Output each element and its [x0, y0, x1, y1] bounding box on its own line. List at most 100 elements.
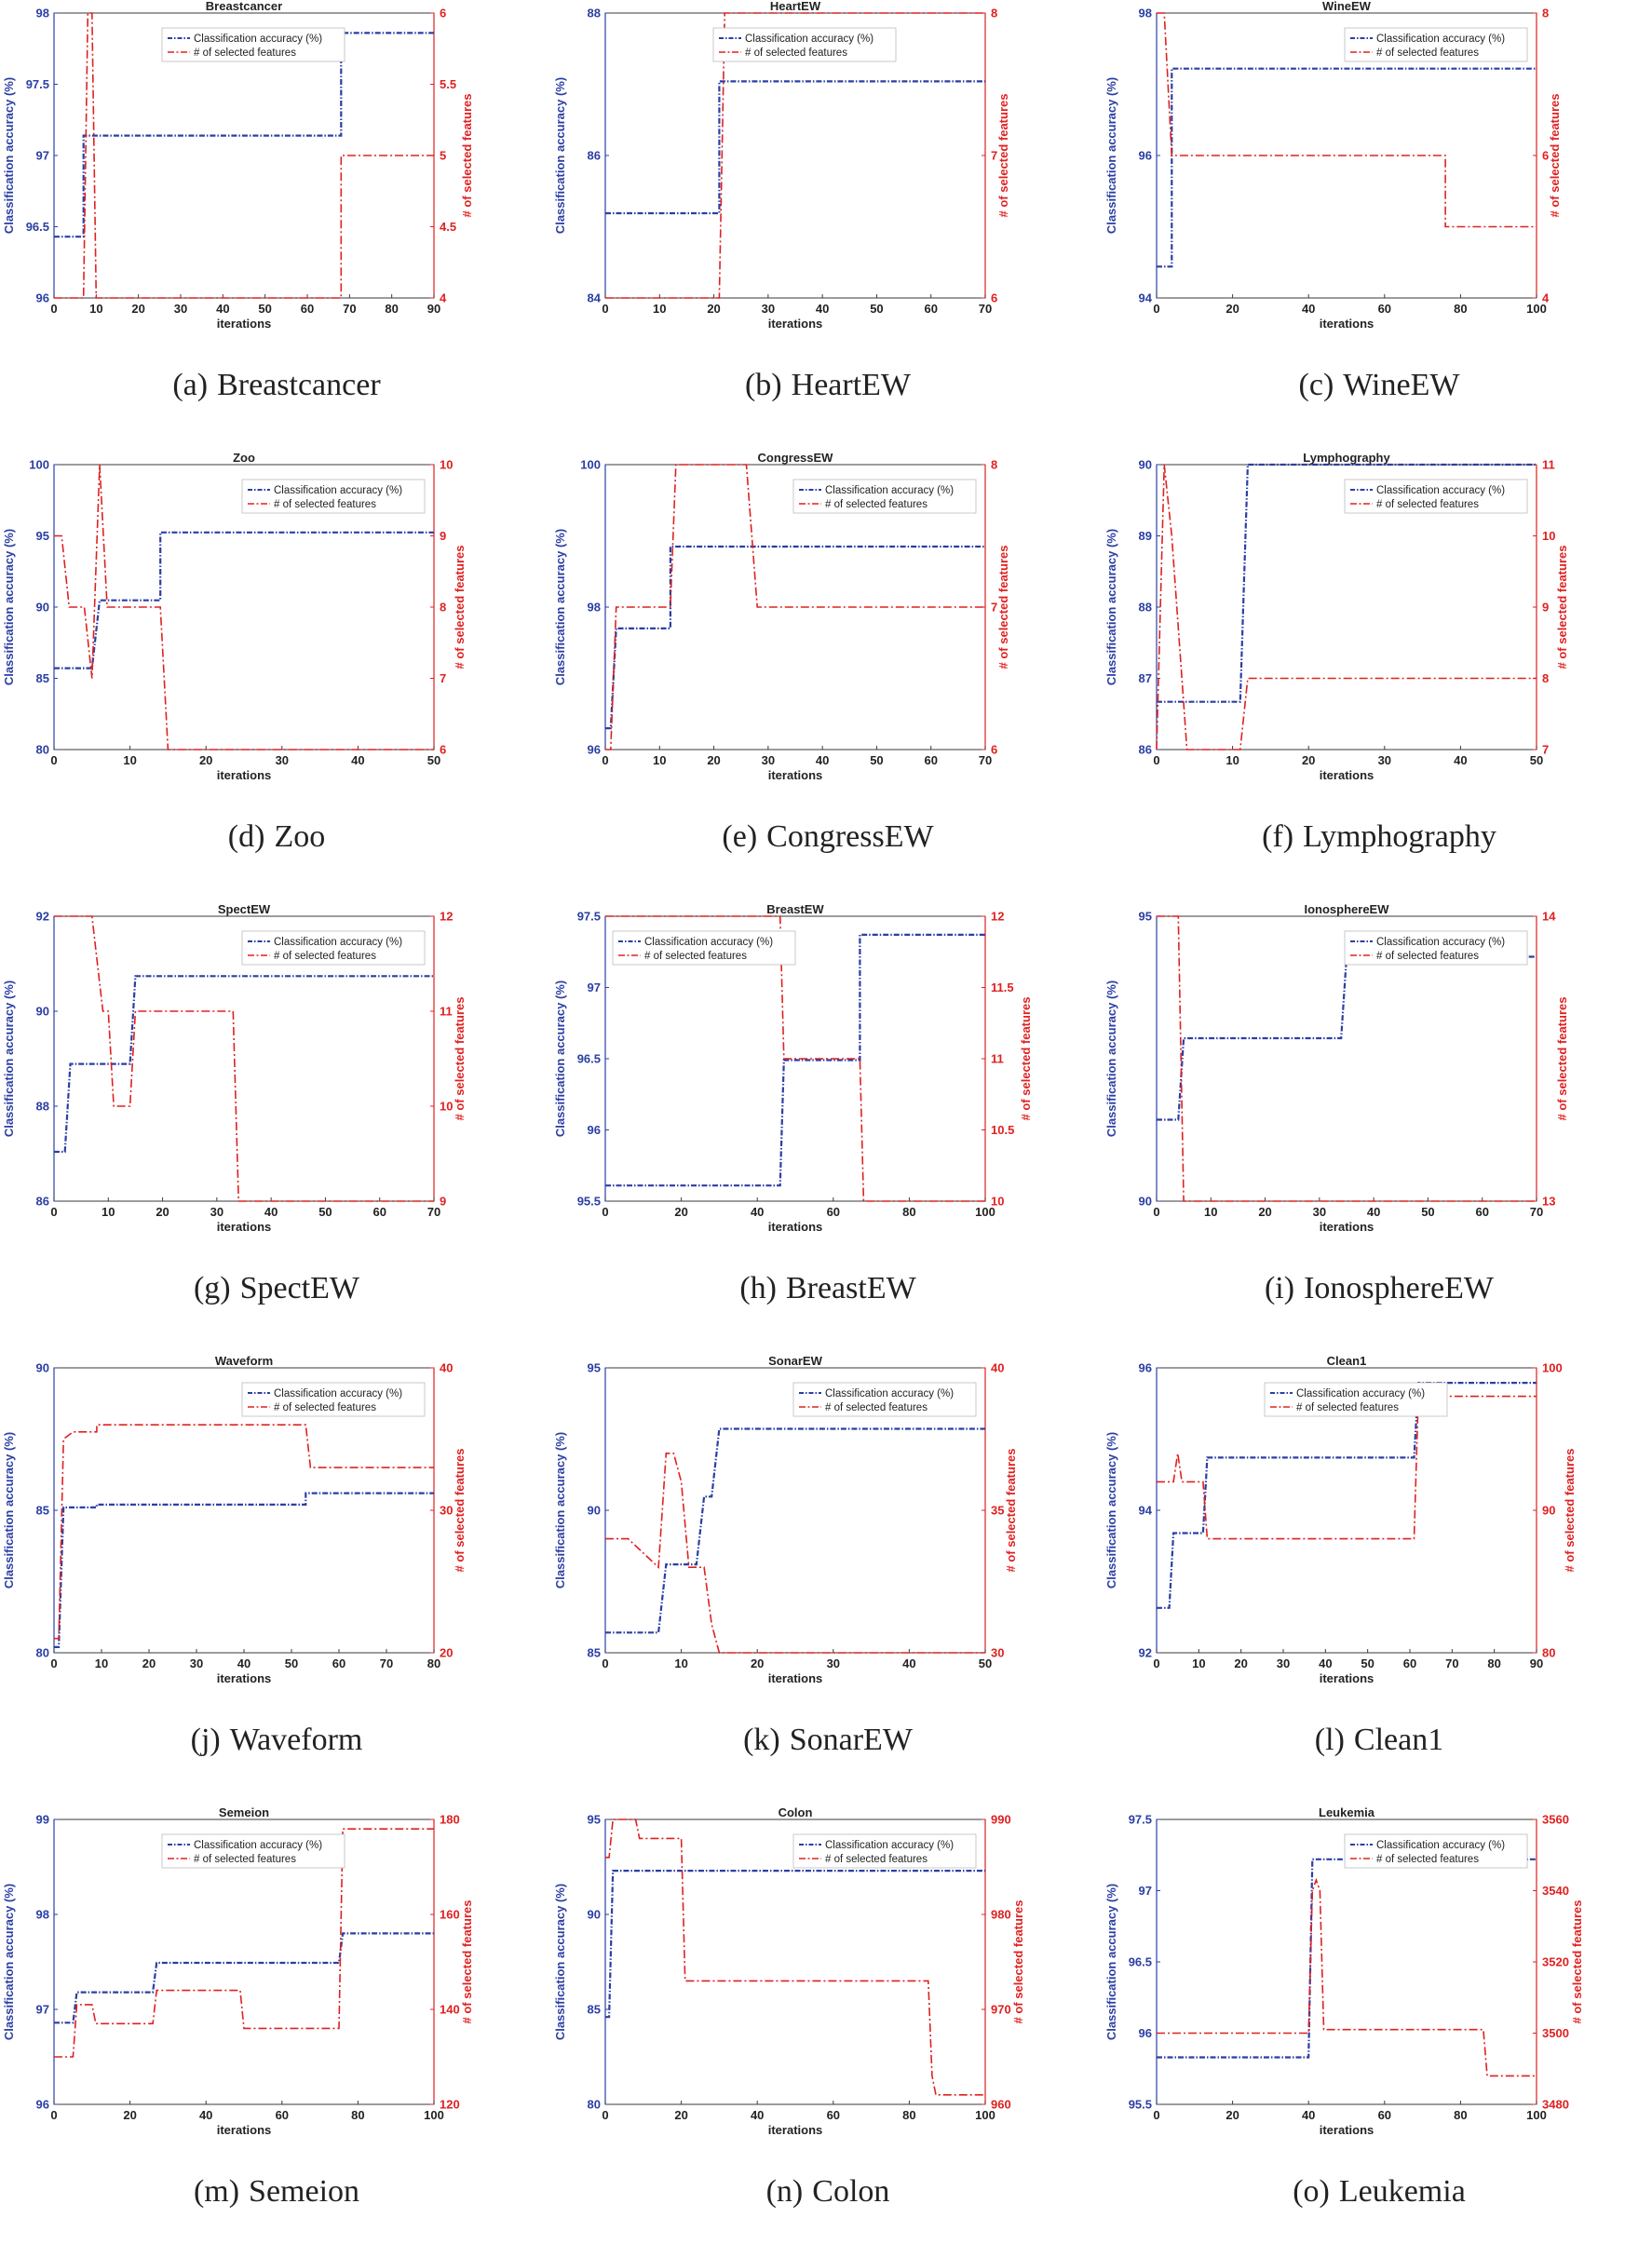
x-tick-label: 60 — [301, 302, 314, 316]
x-tick-label: 10 — [1192, 1656, 1205, 1670]
x-axis-label: iterations — [1320, 1671, 1374, 1685]
x-axis-label: iterations — [217, 317, 272, 331]
chart-panel-zoo: Zoo 0 10 20 30 40 50 iterations 80 85 90 95 100 Class… — [2, 451, 551, 903]
x-tick-label: 10 — [1225, 753, 1239, 767]
chart-title: WineEW — [1322, 0, 1372, 13]
chart-panel-congressew: CongressEW 0 10 20 30 40 50 60 70 iterations 96 98 1… — [553, 451, 1103, 903]
x-axis-label: iterations — [217, 1220, 272, 1234]
subfigure-name: Clean1 — [1353, 1723, 1444, 1757]
x-tick-label: 20 — [1225, 302, 1239, 316]
x-tick-label: 0 — [1153, 302, 1159, 316]
subfigure-name: BreastEW — [785, 1271, 916, 1305]
y-left-axis-label: Classification accuracy (%) — [1104, 529, 1118, 685]
x-tick-label: 20 — [707, 302, 720, 316]
subfigure-name: WineEW — [1343, 368, 1460, 402]
subfigure-letter: (n) — [765, 2174, 804, 2209]
y-right-tick-label: 12 — [991, 910, 1004, 924]
y-left-tick-label: 90 — [36, 1005, 49, 1019]
x-tick-label: 60 — [827, 1205, 840, 1219]
x-tick-label: 70 — [979, 302, 992, 316]
x-axis-label: iterations — [217, 768, 272, 782]
y-right-axis-label: # of selected features — [453, 1449, 467, 1573]
x-tick-label: 50 — [1530, 753, 1543, 767]
features-series-line — [54, 1828, 434, 2058]
y-left-tick-label: 95 — [36, 529, 49, 543]
legend: Classification accuracy (%) # of selected… — [1344, 479, 1528, 514]
y-left-tick-label: 97.5 — [26, 77, 49, 91]
subfigure-caption: (d) Zoo — [2, 819, 551, 855]
y-right-axis-label: # of selected features — [1019, 997, 1033, 1121]
y-right-tick-label: 11 — [991, 1052, 1004, 1066]
y-right-tick-label: 6 — [440, 7, 446, 20]
x-tick-label: 60 — [276, 2108, 289, 2122]
y-right-tick-label: 3560 — [1542, 1813, 1569, 1827]
y-left-axis-label: Classification accuracy (%) — [2, 1884, 16, 2040]
y-left-tick-label: 86 — [1139, 743, 1152, 757]
y-right-tick-label: 35 — [991, 1504, 1004, 1518]
subfigure-name: Lymphography — [1303, 819, 1496, 854]
legend-entry-label: # of selected features — [1376, 47, 1479, 59]
x-tick-label: 70 — [979, 753, 992, 767]
legend-box — [1344, 1833, 1528, 1869]
x-tick-label: 60 — [372, 1205, 386, 1219]
y-right-tick-label: 4 — [1542, 291, 1550, 305]
legend-entry-label: Classification accuracy (%) — [1296, 1388, 1425, 1399]
chart-panel-waveform: Waveform 0 10 20 30 40 50 60 70 80 iterations 80 85 9… — [2, 1354, 551, 1806]
y-right-tick-label: 10.5 — [991, 1123, 1014, 1137]
y-right-axis-label: # of selected features — [453, 546, 467, 669]
y-right-tick-label: 7 — [440, 671, 446, 685]
legend-box — [241, 930, 426, 966]
accuracy-series-line — [1157, 463, 1537, 703]
y-left-axis-label: Classification accuracy (%) — [1104, 1884, 1118, 2040]
y-left-tick-label: 98 — [1139, 7, 1152, 20]
y-left-tick-label: 96 — [36, 291, 49, 305]
chart-title: IonosphereEW — [1304, 902, 1389, 916]
x-tick-label: 10 — [653, 753, 666, 767]
chart-svg: Breastcancer 0 10 20 30 40 50 60 70 80 90 iteration… — [2, 0, 474, 331]
subfigure-name: IonosphereEW — [1304, 1271, 1494, 1305]
y-left-tick-label: 100 — [580, 458, 601, 472]
y-left-axis-label: Classification accuracy (%) — [553, 1884, 567, 2040]
x-tick-label: 0 — [1153, 1205, 1159, 1219]
chart-svg: IonosphereEW 0 10 20 30 40 50 60 70 iterations 90 9… — [1104, 902, 1569, 1234]
x-tick-label: 0 — [50, 1656, 57, 1670]
legend: Classification accuracy (%) # of selected… — [1344, 1833, 1528, 1869]
features-series-line — [54, 464, 434, 750]
y-left-axis-label: Classification accuracy (%) — [553, 1432, 567, 1589]
legend-box — [612, 930, 796, 966]
chart-panel-breastew: BreastEW 0 20 40 60 80 100 iterations 95.5 96 96.5… — [553, 902, 1103, 1355]
x-tick-label: 50 — [1421, 1205, 1434, 1219]
legend-entry-label: Classification accuracy (%) — [194, 34, 322, 45]
x-tick-label: 50 — [427, 753, 440, 767]
x-tick-label: 60 — [924, 302, 937, 316]
y-right-tick-label: 8 — [991, 7, 997, 20]
chart-title: HeartEW — [770, 0, 821, 13]
y-right-tick-label: 6 — [440, 743, 446, 757]
y-left-tick-label: 90 — [36, 601, 49, 615]
subfigure-caption: (i) IonosphereEW — [1104, 1271, 1652, 1306]
x-axis-label: iterations — [217, 1671, 272, 1685]
y-right-axis-label: # of selected features — [1004, 1449, 1018, 1573]
x-axis-label: iterations — [768, 768, 823, 782]
y-left-tick-label: 98 — [588, 601, 601, 615]
y-left-tick-label: 96 — [588, 743, 601, 757]
x-tick-label: 20 — [674, 1205, 687, 1219]
y-left-tick-label: 95.5 — [1129, 2098, 1152, 2112]
x-tick-label: 0 — [602, 1656, 608, 1670]
x-tick-label: 30 — [827, 1656, 840, 1670]
subfigure-caption: (n) Colon — [553, 2174, 1103, 2210]
features-series-line — [54, 915, 434, 1202]
legend-entry-label: # of selected features — [1376, 951, 1479, 962]
x-tick-label: 50 — [285, 1656, 298, 1670]
x-tick-label: 50 — [870, 753, 883, 767]
chart-svg: SpectEW 0 10 20 30 40 50 60 70 iterations 86 88 90 92… — [2, 902, 467, 1234]
y-left-tick-label: 100 — [29, 458, 49, 472]
y-right-axis-label: # of selected features — [996, 94, 1010, 218]
x-tick-label: 30 — [762, 302, 775, 316]
y-left-tick-label: 90 — [1139, 1195, 1152, 1209]
x-tick-label: 20 — [142, 1656, 156, 1670]
y-right-tick-label: 3480 — [1542, 2098, 1569, 2112]
y-left-axis-label: Classification accuracy (%) — [2, 77, 16, 234]
x-tick-label: 40 — [1302, 2108, 1315, 2122]
y-left-tick-label: 96 — [1139, 2026, 1152, 2040]
